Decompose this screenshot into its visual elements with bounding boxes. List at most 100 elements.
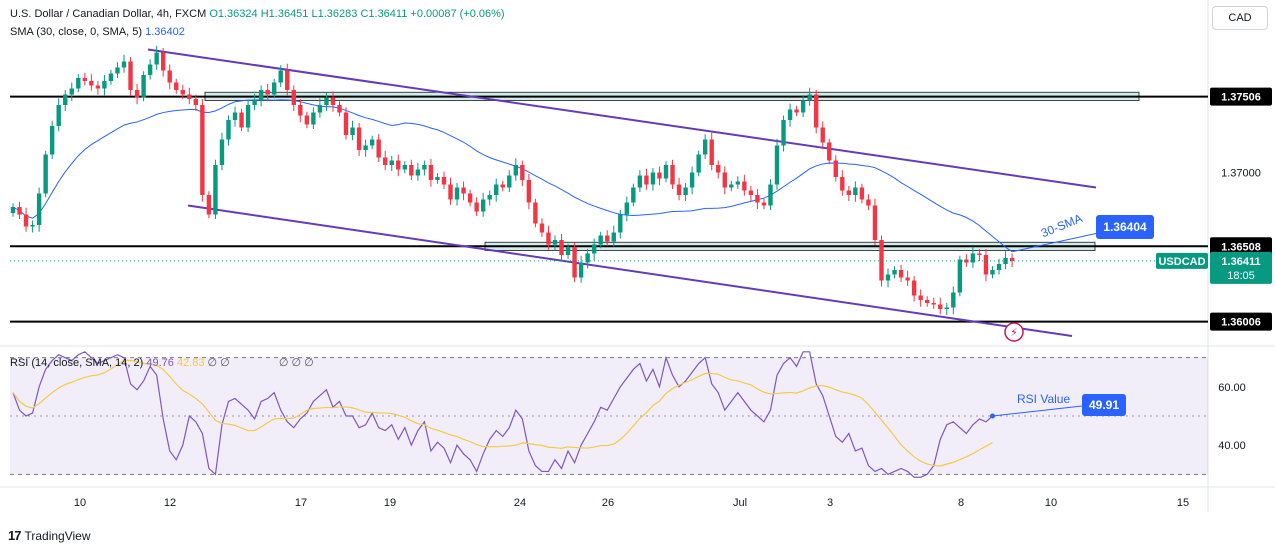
candle-body-6 xyxy=(49,126,55,155)
candle-body-49 xyxy=(330,97,336,105)
level-tag-2 xyxy=(1210,312,1272,331)
candle-body-58 xyxy=(389,160,394,165)
candle-body-85 xyxy=(565,247,571,255)
time-tick-5: 26 xyxy=(602,497,614,509)
candle-body-5 xyxy=(43,154,48,194)
candle-body-50 xyxy=(337,105,342,113)
candle-body-120 xyxy=(794,109,799,113)
symbol-tag xyxy=(1156,252,1208,269)
rsi-sma-line xyxy=(12,359,993,467)
rsi-label[interactable]: RSI (14, close, SMA, 14, 2) xyxy=(10,357,144,369)
time-tick-2: 17 xyxy=(295,497,307,509)
candle-body-126 xyxy=(833,160,838,177)
candle-body-25 xyxy=(174,82,179,90)
symbol-name[interactable]: U.S. Dollar / Canadian Dollar, 4h, FXCM xyxy=(10,8,207,20)
sma-label[interactable]: SMA (30, close, 0, SMA, 5) xyxy=(10,26,143,38)
candle-body-44 xyxy=(298,105,303,116)
candle-body-26 xyxy=(180,90,185,95)
candle-body-89 xyxy=(591,244,597,254)
candle-body-14 xyxy=(102,81,107,89)
candle-body-46 xyxy=(311,112,316,125)
candle-body-41 xyxy=(278,70,283,83)
close-label: C xyxy=(360,8,369,20)
candle-body-128 xyxy=(846,190,852,195)
candle-body-51 xyxy=(343,112,349,135)
close-value: 1.36411 xyxy=(368,8,408,20)
candle-body-82 xyxy=(546,232,551,245)
candle-body-92 xyxy=(611,232,616,242)
candle-body-73 xyxy=(487,195,492,200)
candle-body-77 xyxy=(513,165,519,176)
candle-body-15 xyxy=(108,73,114,81)
candle-body-114 xyxy=(755,195,760,203)
candle-body-32 xyxy=(219,139,225,165)
candle-body-57 xyxy=(383,157,388,165)
candle-body-68 xyxy=(454,187,460,200)
candle-body-24 xyxy=(167,70,172,83)
candle-body-63 xyxy=(422,165,427,170)
candle-body-75 xyxy=(500,184,505,188)
candle-body-56 xyxy=(376,139,381,158)
countdown-label: 18:05 xyxy=(1227,270,1255,282)
candle-body-62 xyxy=(415,169,421,176)
candle-body-30 xyxy=(206,195,212,215)
sma-line xyxy=(12,99,1013,253)
candle-body-125 xyxy=(827,142,832,161)
candle-body-95 xyxy=(631,187,636,203)
open-value: 1.36324 xyxy=(217,8,258,20)
candle-body-40 xyxy=(272,82,277,95)
candle-body-133 xyxy=(879,240,884,281)
candle-body-42 xyxy=(285,70,290,90)
candle-body-112 xyxy=(742,181,747,191)
candle-body-137 xyxy=(905,277,910,281)
candle-body-152 xyxy=(1003,258,1008,264)
candle-body-76 xyxy=(507,175,512,188)
candle-body-97 xyxy=(644,175,649,185)
time-tick-7: 3 xyxy=(827,497,833,509)
candle-body-61 xyxy=(409,165,414,176)
candle-body-38 xyxy=(258,90,264,101)
low-value: 1.36283 xyxy=(317,8,358,20)
symbol-legend: U.S. Dollar / Canadian Dollar, 4h, FXCM … xyxy=(10,8,505,20)
candle-body-113 xyxy=(748,190,754,195)
time-tick-1: 12 xyxy=(164,497,176,509)
candle-body-86 xyxy=(572,247,577,278)
candle-body-70 xyxy=(467,193,473,203)
candle-body-93 xyxy=(618,214,623,233)
candle-body-78 xyxy=(520,165,525,180)
candle-body-10 xyxy=(76,78,81,89)
candle-body-0 xyxy=(10,207,16,213)
time-tick-10: 15 xyxy=(1177,497,1189,509)
candle-body-33 xyxy=(226,120,231,140)
candle-body-119 xyxy=(787,109,793,120)
candle-body-115 xyxy=(761,202,767,206)
candle-body-79 xyxy=(526,180,532,203)
candle-body-9 xyxy=(69,88,74,95)
candle-body-121 xyxy=(800,100,806,113)
candle-body-122 xyxy=(807,94,812,101)
candle-body-2 xyxy=(23,214,29,227)
candle-body-12 xyxy=(89,81,94,86)
open-label: O xyxy=(209,8,218,20)
rsi-value: 49.76 xyxy=(146,357,174,369)
candle-body-144 xyxy=(951,292,956,308)
candle-body-94 xyxy=(624,202,630,215)
candle-body-130 xyxy=(859,187,865,200)
level-tag-1 xyxy=(1210,237,1272,256)
candle-body-147 xyxy=(970,253,976,263)
candle-body-131 xyxy=(866,199,871,206)
candle-body-108 xyxy=(716,165,721,173)
candle-body-28 xyxy=(193,99,199,105)
candle-body-36 xyxy=(245,105,251,128)
candle-body-90 xyxy=(598,235,603,245)
candle-body-18 xyxy=(128,61,133,90)
candle-body-53 xyxy=(356,127,362,150)
candle-body-138 xyxy=(911,280,917,296)
candle-body-13 xyxy=(95,85,101,89)
currency-button[interactable]: CAD xyxy=(1212,6,1268,30)
current-price-tag xyxy=(1210,251,1272,284)
tradingview-logo-icon: 17 xyxy=(8,528,22,543)
candle-body-118 xyxy=(781,120,786,146)
candle-body-145 xyxy=(957,259,963,293)
